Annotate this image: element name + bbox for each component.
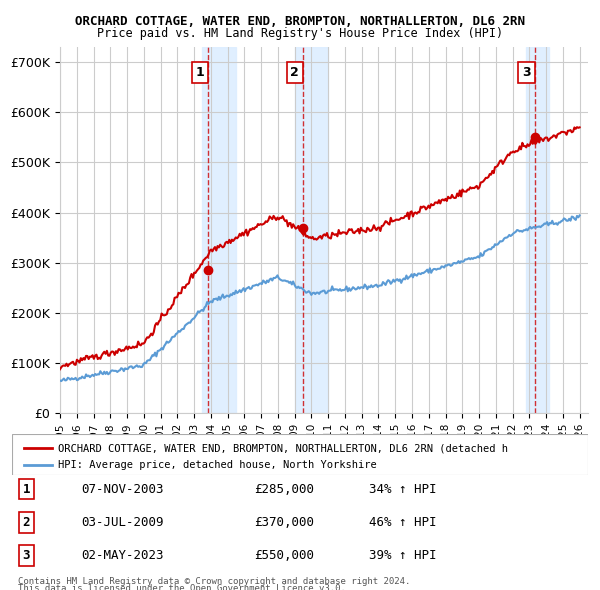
Bar	[295, 47, 328, 413]
Text: Price paid vs. HM Land Registry's House Price Index (HPI): Price paid vs. HM Land Registry's House …	[97, 27, 503, 40]
Text: Contains HM Land Registry data © Crown copyright and database right 2024.: Contains HM Land Registry data © Crown c…	[18, 577, 410, 586]
Text: ORCHARD COTTAGE, WATER END, BROMPTON, NORTHALLERTON, DL6 2RN: ORCHARD COTTAGE, WATER END, BROMPTON, NO…	[75, 15, 525, 28]
Bar	[526, 47, 550, 413]
Text: 46% ↑ HPI: 46% ↑ HPI	[369, 516, 437, 529]
Text: 03-JUL-2009: 03-JUL-2009	[81, 516, 164, 529]
Text: ORCHARD COTTAGE, WATER END, BROMPTON, NORTHALLERTON, DL6 2RN (detached h: ORCHARD COTTAGE, WATER END, BROMPTON, NO…	[58, 443, 508, 453]
Bar	[202, 47, 236, 413]
Text: 02-MAY-2023: 02-MAY-2023	[81, 549, 164, 562]
Text: 07-NOV-2003: 07-NOV-2003	[81, 483, 164, 496]
Text: £285,000: £285,000	[254, 483, 314, 496]
Text: 1: 1	[196, 65, 205, 78]
Text: This data is licensed under the Open Government Licence v3.0.: This data is licensed under the Open Gov…	[18, 584, 346, 590]
Text: £550,000: £550,000	[254, 549, 314, 562]
Text: 2: 2	[290, 65, 299, 78]
Text: £370,000: £370,000	[254, 516, 314, 529]
Text: 1: 1	[23, 483, 30, 496]
Text: 3: 3	[23, 549, 30, 562]
FancyBboxPatch shape	[12, 434, 588, 475]
Text: 39% ↑ HPI: 39% ↑ HPI	[369, 549, 437, 562]
Text: 2: 2	[23, 516, 30, 529]
Text: 34% ↑ HPI: 34% ↑ HPI	[369, 483, 437, 496]
Text: HPI: Average price, detached house, North Yorkshire: HPI: Average price, detached house, Nort…	[58, 460, 377, 470]
Text: 3: 3	[522, 65, 531, 78]
